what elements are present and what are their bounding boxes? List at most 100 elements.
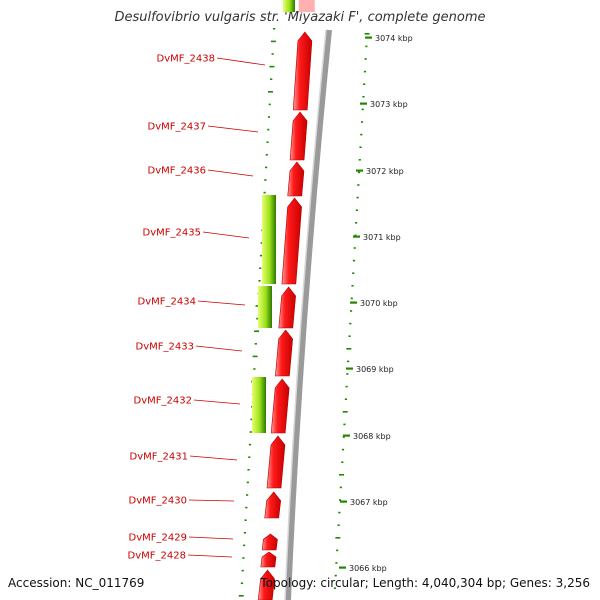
kbp-ticks: 3074 kbp 3073 kbp 3072 kbp 3071 kbp 3070 kbp… xyxy=(339,34,413,573)
backbone-highlight xyxy=(284,29,327,600)
gene-arrow xyxy=(287,161,305,197)
green-feature xyxy=(262,195,276,284)
gc-dot xyxy=(242,557,245,559)
gc-dot xyxy=(350,297,353,300)
kbp-tick-mark xyxy=(343,434,350,437)
gene-leader-line xyxy=(193,399,241,405)
gc-dot xyxy=(268,103,271,106)
kbp-tick-mark xyxy=(340,500,347,503)
gc-dot xyxy=(354,234,357,237)
gc-dot xyxy=(364,33,370,35)
gc-dot xyxy=(270,78,273,80)
gene-label: DvMF_2435 xyxy=(143,228,201,239)
gc-dot xyxy=(359,146,362,148)
gene-arrow xyxy=(292,31,313,111)
green-feature xyxy=(252,377,266,433)
gc-dot xyxy=(338,511,341,514)
gene-leader-line xyxy=(207,169,254,177)
gc-dot xyxy=(349,322,352,325)
gc-dot xyxy=(339,474,345,476)
kbp-tick-label: 3073 kbp xyxy=(370,100,408,109)
gene-arrow xyxy=(278,286,296,329)
gene-label: DvMF_2430 xyxy=(129,496,187,507)
gc-dot xyxy=(356,196,359,199)
gc-dot xyxy=(253,368,256,370)
gc-dot xyxy=(266,141,269,143)
kbp-tick-label: 3070 kbp xyxy=(360,299,398,308)
gc-dot xyxy=(357,171,361,174)
gc-dot xyxy=(342,411,348,413)
gc-dot xyxy=(269,65,275,68)
gc-dot xyxy=(342,436,345,438)
gene-arrow xyxy=(257,569,275,600)
gc-dot xyxy=(363,70,367,73)
kbp-tick-mark xyxy=(356,169,363,172)
gc-dot xyxy=(341,448,345,451)
gc-dot xyxy=(244,519,247,521)
gc-dot xyxy=(346,348,352,350)
gene-label: DvMF_2434 xyxy=(138,297,196,308)
gc-dot xyxy=(337,524,340,526)
gc-dot xyxy=(346,373,349,375)
gc-dot xyxy=(349,310,353,312)
gc-dot xyxy=(358,159,361,161)
gc-dot xyxy=(355,209,358,211)
gc-dot xyxy=(267,91,273,93)
accession-label: Accession: NC_011769 xyxy=(8,576,145,590)
kbp-tick-label: 3071 kbp xyxy=(363,233,401,242)
gene-label: DvMF_2428 xyxy=(128,551,186,562)
gene-arrow xyxy=(261,533,278,551)
kbp-tick-label: 3068 kbp xyxy=(353,432,391,441)
gene-arrow xyxy=(260,551,277,568)
gc-dot xyxy=(360,133,363,136)
gc-dot xyxy=(250,418,253,421)
kbp-tick-mark xyxy=(353,235,360,238)
gene-arrow xyxy=(270,378,290,434)
kbp-tick-mark xyxy=(365,36,372,39)
gc-dot xyxy=(351,285,354,287)
gene-arrow xyxy=(289,111,308,161)
gc-dot xyxy=(243,532,246,534)
green-features xyxy=(252,0,295,433)
kbp-tick-label: 3067 kbp xyxy=(350,498,388,507)
gene-arrow xyxy=(275,329,293,377)
gc-dot xyxy=(271,53,274,55)
gc-dot xyxy=(335,562,338,564)
gc-dot xyxy=(248,443,252,446)
gc-dot xyxy=(264,166,268,169)
gc-dot xyxy=(247,469,250,471)
gene-label: DvMF_2437 xyxy=(148,122,206,133)
gc-dot xyxy=(363,83,366,85)
gc-dot xyxy=(249,431,252,433)
gc-dot xyxy=(352,259,356,262)
gene-label: DvMF_2436 xyxy=(148,166,206,177)
gc-dot xyxy=(265,154,268,156)
gc-dot xyxy=(335,537,341,539)
gc-dot xyxy=(254,343,257,345)
gc-dot xyxy=(333,587,337,589)
gc-dot xyxy=(338,499,342,501)
gc-dot xyxy=(258,280,261,282)
kbp-tick-label: 3066 kbp xyxy=(349,564,387,573)
gc-dot xyxy=(259,267,262,269)
topology-label: Topology: circular; Length: 4,040,304 bp… xyxy=(260,576,590,590)
gc-dot xyxy=(364,58,367,60)
gene-label: DvMF_2431 xyxy=(130,452,188,463)
gc-dot xyxy=(343,423,346,426)
kbp-tick-mark xyxy=(360,102,367,105)
kbp-tick-label: 3074 kbp xyxy=(375,34,413,43)
gc-dot xyxy=(243,544,246,547)
gc-dot xyxy=(252,355,258,358)
gene-label: DvMF_2429 xyxy=(129,533,187,544)
gc-dot xyxy=(270,40,276,43)
gene-leader-line xyxy=(216,57,266,66)
gc-dot xyxy=(241,569,244,572)
gc-dot xyxy=(264,179,267,181)
gc-dot xyxy=(254,330,260,332)
gc-dot xyxy=(246,481,249,484)
gene-leader-line xyxy=(197,300,246,306)
gene-arrow xyxy=(264,491,282,519)
gc-dot xyxy=(352,272,355,274)
gc-dot xyxy=(362,96,365,98)
